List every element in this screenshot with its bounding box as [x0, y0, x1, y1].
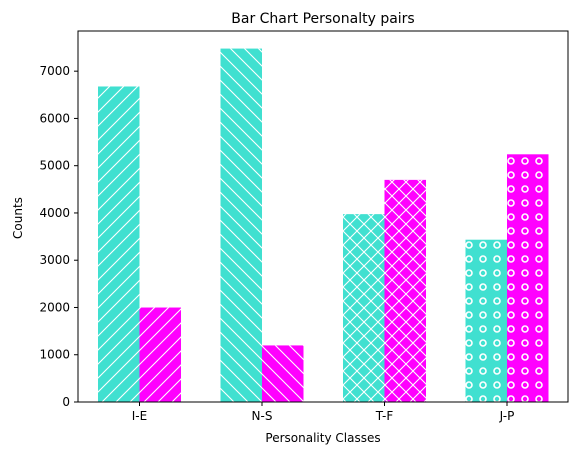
chart-title: Bar Chart Personalty pairs — [231, 11, 414, 27]
y-tick-label: 0 — [62, 395, 70, 409]
bar-J-P-series-2 — [507, 154, 549, 402]
bar-I-E-series-2 — [139, 307, 181, 402]
axes-group: 0 1000 2000 3000 4000 5000 6000 7000 I-E N-S T-F J-… — [39, 30, 569, 423]
bar-T-F-series-2 — [384, 179, 426, 402]
bar-N-S-series-2 — [262, 345, 304, 402]
x-tick-label: T-F — [375, 409, 394, 423]
y-tick-label: 4000 — [39, 206, 70, 220]
y-tick-label: 5000 — [39, 159, 70, 173]
bar-T-F-series-1 — [343, 214, 385, 402]
bar-J-P-series-1 — [465, 239, 507, 402]
y-tick-label: 6000 — [39, 111, 70, 125]
bar-N-S-series-1 — [220, 48, 262, 402]
y-tick-label: 1000 — [39, 348, 70, 362]
y-axis-label: Counts — [11, 197, 25, 239]
x-tick-label: N-S — [252, 409, 273, 423]
x-axis-label: Personality Classes — [265, 431, 380, 445]
bar-I-E-series-1 — [98, 86, 140, 402]
y-tick-label: 7000 — [39, 64, 70, 78]
bars-group — [98, 48, 549, 402]
y-tick-label: 2000 — [39, 300, 70, 314]
plot-frame — [77, 30, 569, 403]
x-tick-label: J-P — [499, 409, 515, 423]
y-tick-label: 3000 — [39, 253, 70, 267]
x-tick-label: I-E — [132, 409, 147, 423]
